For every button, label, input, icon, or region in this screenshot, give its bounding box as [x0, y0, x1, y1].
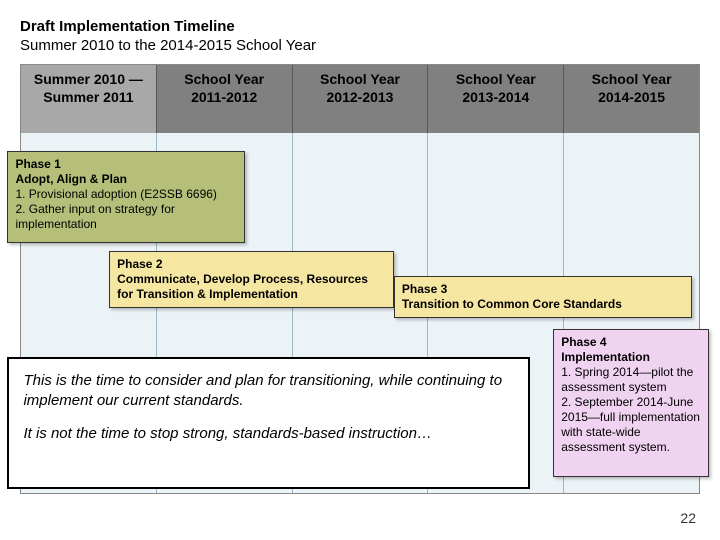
timeline-header-cell: School Year 2012-2013: [293, 65, 429, 133]
callout-para-1: This is the time to consider and plan fo…: [23, 371, 513, 412]
phase-title: Phase 1: [15, 157, 236, 172]
phase-body: 1. Provisional adoption (E2SSB 6696) 2. …: [15, 187, 236, 232]
phase-subtitle: Adopt, Align & Plan: [15, 172, 236, 187]
phase-3-box: Phase 3 Transition to Common Core Standa…: [394, 276, 692, 318]
phase-title: Phase 4: [561, 335, 701, 350]
page-number: 22: [680, 510, 696, 526]
timeline-container: Summer 2010 — Summer 2011 School Year 20…: [20, 64, 700, 494]
phase-subtitle: Transition to Common Core Standards: [402, 297, 684, 312]
phase-title: Phase 2: [117, 257, 386, 272]
phase-4-box: Phase 4 Implementation 1. Spring 2014—pi…: [553, 329, 709, 477]
timeline-header-cell: School Year 2011-2012: [157, 65, 293, 133]
phase-2-box: Phase 2 Communicate, Develop Process, Re…: [109, 251, 394, 308]
phase-subtitle: Communicate, Develop Process, Resources …: [117, 272, 386, 302]
timeline-header-cell: Summer 2010 — Summer 2011: [21, 65, 157, 133]
timeline-header-cell: School Year 2014-2015: [564, 65, 699, 133]
phase-subtitle: Implementation: [561, 350, 701, 365]
phase-body: 1. Spring 2014—pilot the assessment syst…: [561, 365, 701, 455]
spacer: [23, 412, 513, 424]
timeline-body: Phase 1 Adopt, Align & Plan 1. Provision…: [21, 133, 699, 493]
timeline-header-cell: School Year 2013-2014: [428, 65, 564, 133]
phase-1-box: Phase 1 Adopt, Align & Plan 1. Provision…: [7, 151, 244, 243]
phase-title: Phase 3: [402, 282, 684, 297]
timeline-header-row: Summer 2010 — Summer 2011 School Year 20…: [21, 65, 699, 133]
page-subtitle: Summer 2010 to the 2014-2015 School Year: [20, 37, 700, 54]
callout-para-2: It is not the time to stop strong, stand…: [23, 424, 513, 444]
callout-box: This is the time to consider and plan fo…: [7, 357, 529, 489]
page-title: Draft Implementation Timeline: [20, 18, 700, 35]
